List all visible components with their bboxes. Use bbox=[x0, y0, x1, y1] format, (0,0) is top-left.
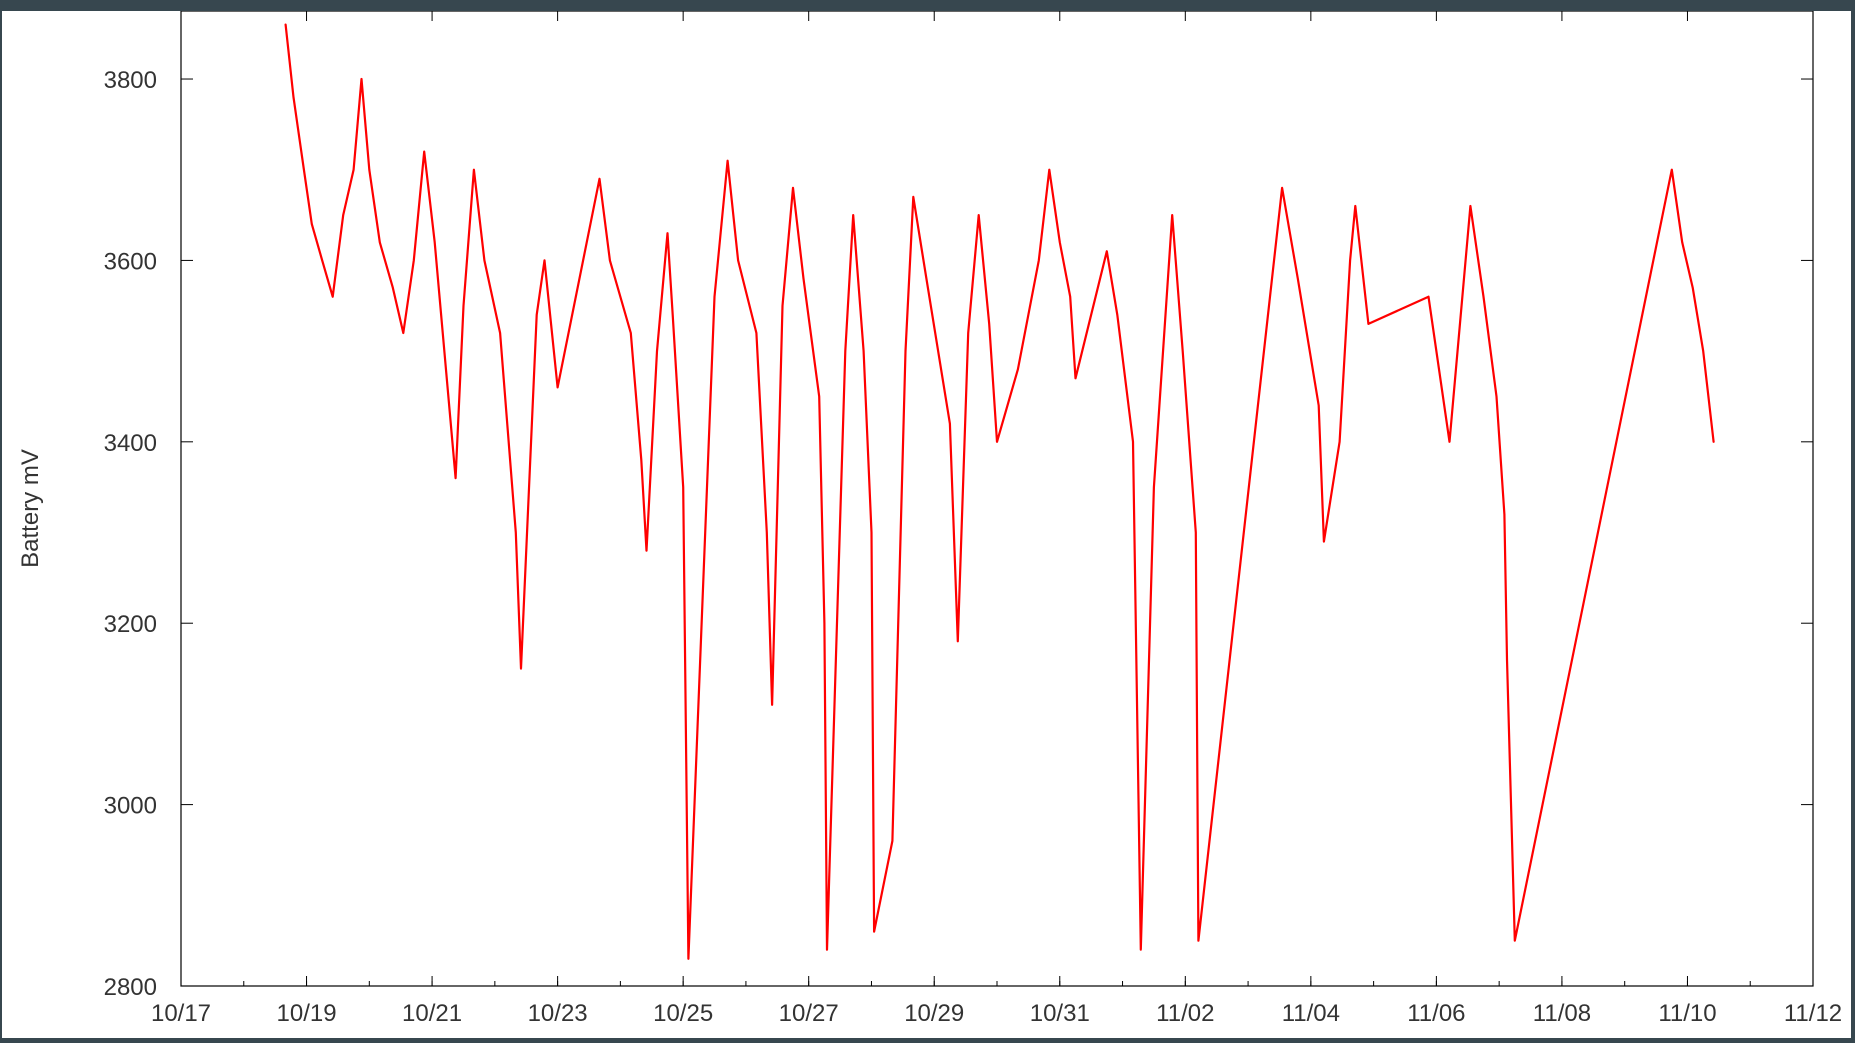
x-tick-label: 11/06 bbox=[1407, 1000, 1465, 1027]
y-tick-label: 3600 bbox=[104, 248, 157, 275]
chart-panel: 10/17 10/19 10/21 10/23 10/25 10/27 10/29 10/31… bbox=[2, 10, 1851, 1038]
y-tick-label: 3000 bbox=[104, 793, 157, 820]
x-tick-label: 10/27 bbox=[779, 1000, 839, 1027]
x-tick-label: 10/19 bbox=[277, 1000, 337, 1027]
x-tick-label: 10/23 bbox=[528, 1000, 588, 1027]
x-tick-label: 10/25 bbox=[653, 1000, 713, 1027]
y-tick-label: 3200 bbox=[104, 611, 157, 638]
x-tick-label: 10/29 bbox=[904, 1000, 964, 1027]
x-tick-label: 11/12 bbox=[1784, 1000, 1842, 1027]
x-tick-label: 11/02 bbox=[1156, 1000, 1214, 1027]
x-tick-label: 10/21 bbox=[402, 1000, 462, 1027]
battery-chart: 10/17 10/19 10/21 10/23 10/25 10/27 10/29 10/31… bbox=[17, 10, 1842, 1027]
x-tick-label: 10/31 bbox=[1030, 1000, 1090, 1027]
x-tick-label: 11/04 bbox=[1282, 1000, 1340, 1027]
x-tick-label: 11/10 bbox=[1658, 1000, 1716, 1027]
y-tick-label: 3400 bbox=[104, 430, 157, 457]
x-tick-label: 10/17 bbox=[151, 1000, 211, 1027]
y-axis-label: Battery mV bbox=[17, 449, 44, 568]
series-line bbox=[284, 23, 1715, 960]
y-tick-label: 3800 bbox=[104, 67, 157, 94]
y-tick-label: 2800 bbox=[104, 974, 157, 1001]
x-tick-label: 11/08 bbox=[1533, 1000, 1591, 1027]
